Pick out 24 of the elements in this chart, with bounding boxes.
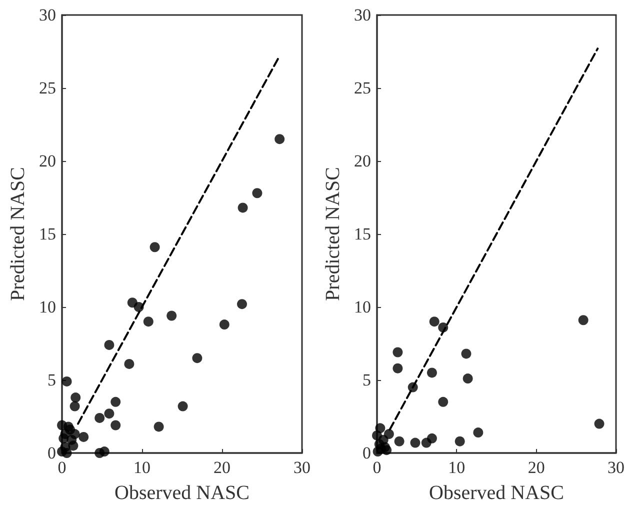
y-tick-label: 10 xyxy=(354,298,371,316)
y-tick-label: 30 xyxy=(39,6,56,24)
y-axis-title: Predicted NASC xyxy=(7,167,30,301)
y-axis-title: Predicted NASC xyxy=(322,167,344,301)
y-tick-label: 15 xyxy=(354,224,371,244)
x-tick-label: 30 xyxy=(294,458,310,477)
y-tick-label: 0 xyxy=(48,444,56,462)
y-tick-label: 0 xyxy=(362,444,371,462)
y-tick-label: 15 xyxy=(39,224,56,244)
x-tick-label: 20 xyxy=(528,458,545,477)
y-tick-label: 20 xyxy=(39,152,56,170)
x-axis-title: Observed NASC xyxy=(114,482,250,504)
x-tick-label: 30 xyxy=(608,458,624,477)
x-tick-label: 10 xyxy=(448,458,466,477)
x-axis-title: Observed NASC xyxy=(429,482,564,504)
y-tick-label: 25 xyxy=(39,78,56,98)
x-tick-label: 20 xyxy=(214,458,230,477)
y-tick-label: 5 xyxy=(48,370,56,390)
y-tick-label: 20 xyxy=(354,152,371,170)
y-tick-label: 25 xyxy=(354,78,371,98)
y-tick-label: 30 xyxy=(354,6,371,24)
x-tick-label: 10 xyxy=(134,458,150,477)
y-tick-label: 10 xyxy=(39,298,56,316)
y-tick-label: 5 xyxy=(362,370,371,390)
